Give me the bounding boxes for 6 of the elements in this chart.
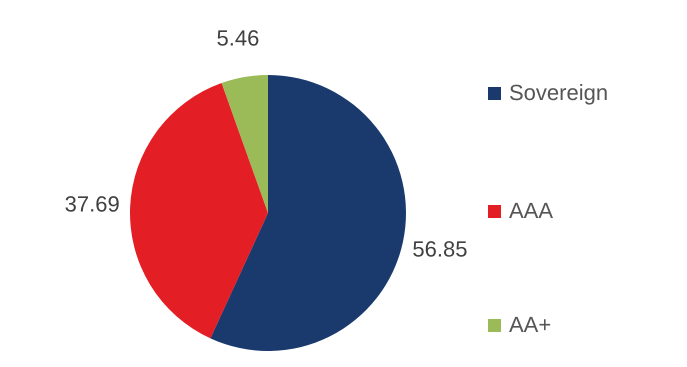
data-label: 56.85 xyxy=(412,236,468,262)
legend-label: AAA xyxy=(509,198,554,224)
data-label: 5.46 xyxy=(216,26,260,51)
data-label: 37.69 xyxy=(64,191,120,216)
legend-label: Sovereign xyxy=(509,80,608,106)
legend-label: AA+ xyxy=(509,312,552,338)
